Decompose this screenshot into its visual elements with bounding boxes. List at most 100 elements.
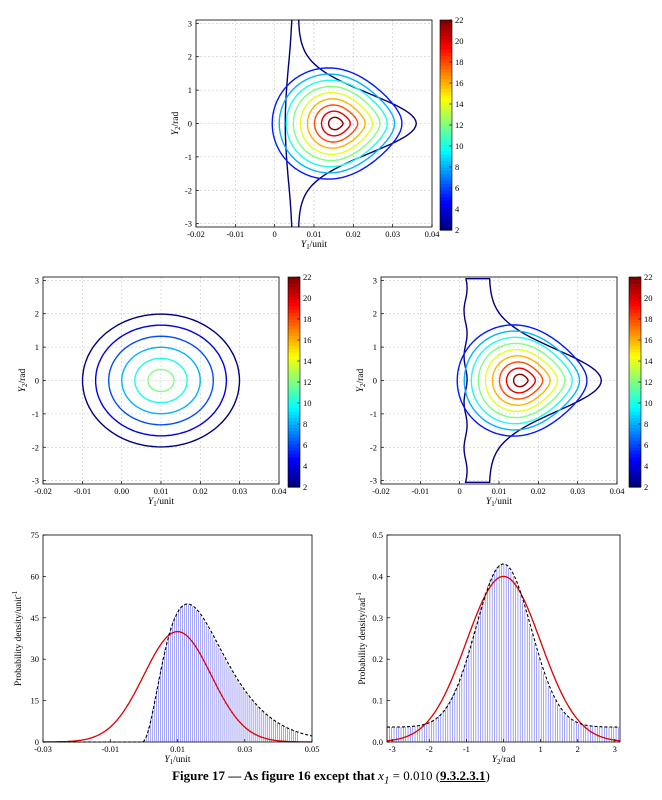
- colorbar-segment: [629, 309, 641, 314]
- colorbar-segment: [440, 220, 452, 225]
- colorbar-segment: [440, 174, 452, 179]
- colorbar-segment: [629, 355, 641, 360]
- colorbar-tick-label: 2: [644, 482, 648, 492]
- colorbar-segment: [629, 378, 641, 383]
- colorbar-segment: [440, 190, 452, 195]
- contour-lines: [456, 278, 603, 483]
- x-tick-label: 0.03: [232, 486, 247, 496]
- colorbar-segment: [440, 46, 452, 51]
- colorbar-segment: [288, 286, 300, 291]
- colorbar-segment: [288, 480, 300, 485]
- colorbar-segment: [629, 336, 641, 340]
- caption-math: x: [378, 768, 384, 783]
- x-axis-label-text: Y2/rad: [492, 755, 516, 766]
- colorbar-tick-label: 10: [644, 398, 653, 408]
- colorbar-tick-label: 4: [644, 461, 649, 471]
- colorbar-segment: [629, 444, 641, 449]
- y-tick-label: 0: [35, 737, 39, 747]
- colorbar-segment: [629, 296, 641, 301]
- y-tick-label: -3: [185, 219, 192, 229]
- colorbar-tick-label: 8: [644, 419, 648, 429]
- y-axis-label-text: Y2/rad: [18, 369, 29, 393]
- colorbar-segment: [440, 141, 452, 146]
- colorbar-segment: [288, 470, 300, 475]
- x-tick-label: 0.03: [237, 744, 252, 754]
- colorbar-segment: [629, 322, 641, 327]
- colorbar-segment: [629, 316, 641, 321]
- colorbar-segment: [440, 157, 452, 162]
- y-tick-label: 15: [31, 696, 40, 706]
- contour-line: [306, 98, 366, 149]
- colorbar-segment: [440, 20, 452, 24]
- colorbar-segment: [629, 457, 641, 462]
- colorbar-tick-label: 6: [455, 183, 459, 193]
- colorbar-segment: [288, 408, 300, 413]
- colorbar-segment: [288, 372, 300, 377]
- colorbar-segment: [288, 299, 300, 304]
- colorbar-segment: [288, 447, 300, 452]
- colorbar-segment: [288, 309, 300, 314]
- colorbar-segment: [629, 293, 641, 298]
- y-tick-label: -3: [370, 476, 377, 486]
- colorbar-segment: [288, 342, 300, 347]
- contour-line: [463, 278, 603, 483]
- colorbar-tick-label: 2: [303, 482, 307, 492]
- x-tick-label: 0.01: [154, 486, 169, 496]
- colorbar-segment: [440, 184, 452, 188]
- colorbar-segment: [288, 378, 300, 383]
- colorbar-segment: [629, 437, 641, 442]
- colorbar-segment: [629, 421, 641, 426]
- colorbar-segment: [288, 395, 300, 400]
- contour-panel-mid-left: -0.02 -0.01 0.00 0.01 0.02 0.03 0.043210-1-2-3…: [18, 272, 312, 508]
- colorbar-segment: [440, 134, 452, 139]
- y-tick-label: 0.5: [372, 530, 383, 540]
- x-tick-label: -0.03: [34, 744, 52, 754]
- colorbar-segment: [629, 280, 641, 285]
- colorbar-tick-label: 8: [455, 162, 459, 172]
- caption-section-link[interactable]: 9.3.2.3.1: [440, 768, 486, 783]
- contour-line: [107, 335, 214, 426]
- colorbar-segment: [288, 404, 300, 409]
- colorbar-segment: [440, 33, 452, 38]
- y-axis-label-text: Probability density/rad-1: [356, 592, 368, 685]
- y-tick-label: 0.1: [372, 696, 383, 706]
- colorbar-segment: [288, 293, 300, 298]
- y-axis-label: Y2/rad: [18, 369, 29, 393]
- colorbar-segment: [288, 339, 300, 344]
- colorbar-segment: [288, 359, 300, 363]
- colorbar-segment: [288, 483, 300, 488]
- colorbar-segment: [288, 464, 300, 468]
- caption-prefix: Figure 17 — As figure 16 except that: [172, 768, 379, 783]
- x-tick-label: -0.01: [101, 744, 119, 754]
- y-tick-label: 60: [31, 571, 40, 581]
- colorbar-tick-label: 4: [455, 204, 460, 214]
- x-tick-label: 0: [458, 486, 462, 496]
- colorbar-segment: [629, 441, 641, 445]
- contour-line: [284, 20, 293, 227]
- figure-caption: Figure 17 — As figure 16 except that x1 …: [0, 768, 662, 787]
- colorbar-segment: [440, 151, 452, 156]
- colorbar-segment: [288, 319, 300, 324]
- colorbar-segment: [629, 306, 641, 311]
- colorbar-segment: [440, 197, 452, 202]
- colorbar-tick-label: 10: [303, 398, 312, 408]
- y-tick-label: 0.3: [372, 613, 383, 623]
- x-tick-label: 0.04: [272, 486, 288, 496]
- y-tick-label: -2: [370, 442, 377, 452]
- colorbar-segment: [440, 118, 452, 123]
- colorbar-segment: [288, 306, 300, 311]
- x-tick-label: -2: [426, 744, 433, 754]
- x-axis-label: Y1/unit: [486, 497, 512, 508]
- colorbar-segment: [440, 154, 452, 159]
- colorbar-segment: [629, 290, 641, 295]
- colorbar-segment: [440, 105, 452, 110]
- colorbar-tick-label: 4: [303, 461, 308, 471]
- colorbar-segment: [629, 365, 641, 370]
- colorbar-segment: [440, 69, 452, 74]
- contour-line: [498, 361, 544, 400]
- colorbar-segment: [629, 319, 641, 324]
- x-axis-label-text: Y1/unit: [301, 240, 327, 251]
- colorbar-segment: [440, 115, 452, 120]
- y-tick-label: 3: [35, 275, 39, 285]
